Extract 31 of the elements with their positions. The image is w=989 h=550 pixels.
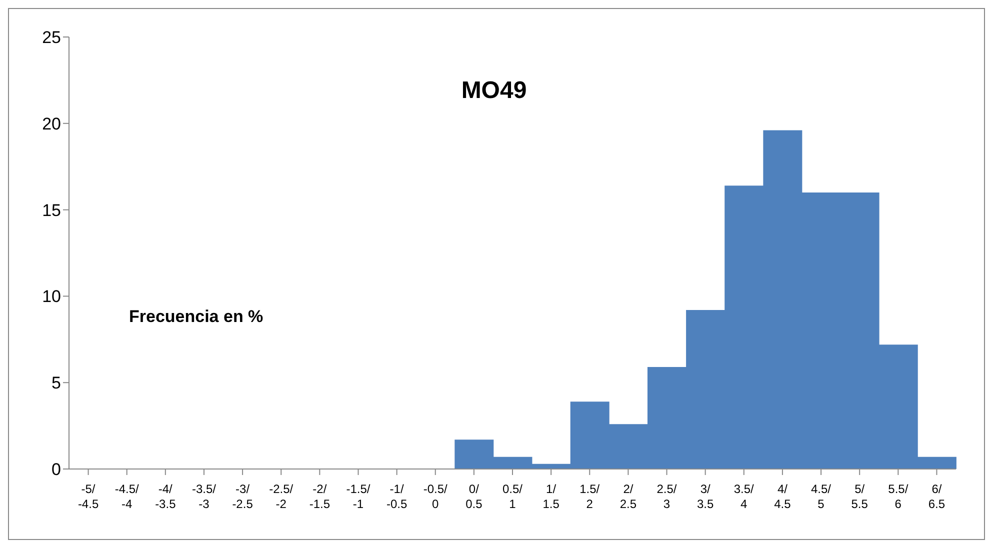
x-tick-label: -0.5/0 [423, 482, 448, 511]
x-tick-label: -2/-1.5 [309, 482, 330, 511]
y-tick-label: 10 [42, 287, 61, 306]
y-tick-label: 5 [52, 374, 61, 393]
x-tick-label: 2.5/3 [656, 482, 678, 511]
x-tick-label: 4/4.5 [774, 482, 792, 511]
y-tick-label: 20 [42, 114, 61, 134]
x-tick-label: 1.5/2 [580, 482, 600, 511]
x-tick-label: 0/0.5 [466, 482, 483, 511]
annotation: Frecuencia en % [129, 307, 264, 327]
x-tick-label: -2.5/-2 [269, 482, 294, 511]
x-tick-label: 5.5/6 [888, 482, 909, 511]
y-tick-label: 0 [52, 460, 61, 480]
x-tick-label: -4.5/-4 [114, 482, 140, 511]
x-tick-label: 5/5.5 [851, 482, 868, 511]
x-tick-label: 0.5/1 [502, 482, 524, 511]
x-tick-label: 4.5/5 [811, 482, 832, 511]
y-tick-label: 25 [42, 28, 61, 48]
x-tick-label: -3/-2.5 [232, 482, 254, 511]
x-tick-label: -3.5/-3 [192, 482, 217, 511]
text: MO49 [460, 77, 528, 105]
x-tick-label: 1/1.5 [542, 482, 560, 511]
x-tick-label: 3.5/4 [734, 482, 755, 511]
y-tick-label: 15 [42, 200, 61, 220]
x-tick-label: 2/2.5 [620, 482, 637, 511]
x-tick-label: 6/6.5 [928, 482, 946, 511]
x-tick-label: -1/-0.5 [386, 482, 408, 511]
x-tick-label: -4/-3.5 [155, 482, 176, 511]
x-tick-label: 3/3.5 [696, 482, 714, 511]
x-tick-label: -1.5/-1 [346, 482, 371, 511]
x-tick-label: -5/-4.5 [78, 482, 99, 511]
